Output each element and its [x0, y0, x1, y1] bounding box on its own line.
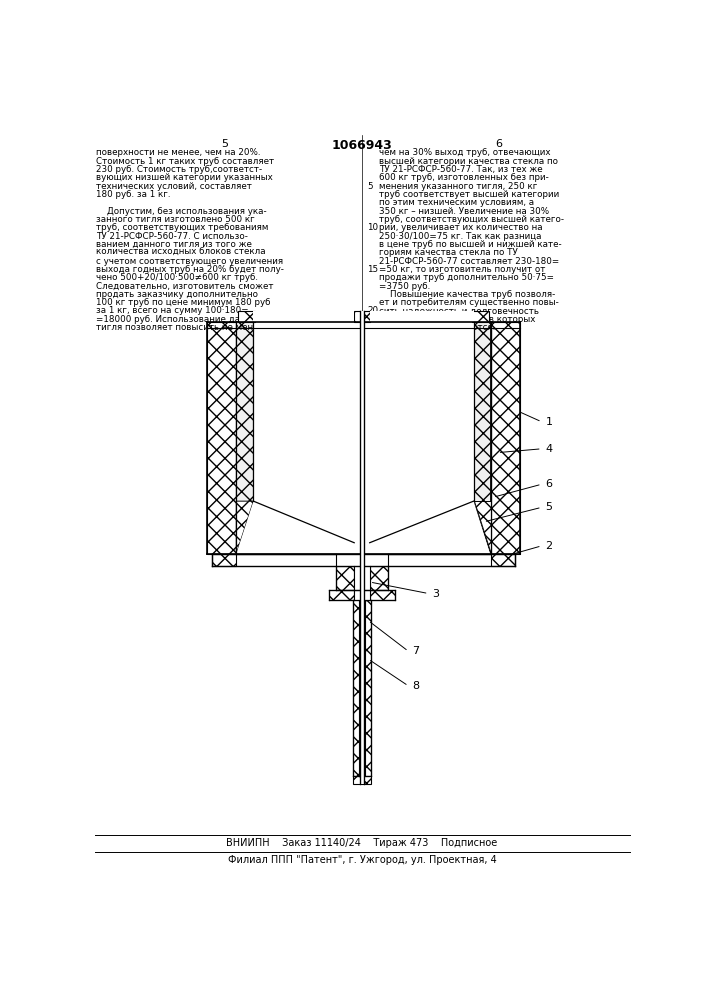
- Bar: [365, 600, 371, 776]
- Bar: [359, 600, 365, 776]
- Polygon shape: [337, 566, 354, 590]
- Text: вующих низшей категории указанных: вующих низшей категории указанных: [96, 173, 273, 182]
- Text: Следовательно, изготовитель сможет: Следовательно, изготовитель сможет: [96, 282, 274, 291]
- Text: высшей категории качества стекла по: высшей категории качества стекла по: [379, 157, 558, 166]
- Text: поверхности не менее, чем на 20%.: поверхности не менее, чем на 20%.: [96, 148, 261, 157]
- Bar: [353, 600, 359, 776]
- Bar: [354, 311, 370, 322]
- Bar: [353, 776, 371, 784]
- Text: продать заказчику дополнительно: продать заказчику дополнительно: [96, 290, 258, 299]
- Text: технических условий, составляет: технических условий, составляет: [96, 182, 252, 191]
- Text: 6: 6: [496, 139, 503, 149]
- Polygon shape: [474, 501, 491, 554]
- Text: 6: 6: [546, 479, 553, 489]
- Text: Стоимость 1 кг таких труб составляет: Стоимость 1 кг таких труб составляет: [96, 157, 274, 166]
- Text: 21-РСФСР-560-77 составляет 230-180=: 21-РСФСР-560-77 составляет 230-180=: [379, 257, 559, 266]
- Text: гориям качества стекла по ТУ: гориям качества стекла по ТУ: [379, 248, 518, 257]
- Bar: [238, 311, 255, 322]
- Text: эти трубы используются.: эти трубы используются.: [379, 323, 496, 332]
- Text: чем на 30% выход труб, отвечающих: чем на 30% выход труб, отвечающих: [379, 148, 551, 157]
- Bar: [370, 311, 474, 322]
- Polygon shape: [329, 590, 354, 600]
- Text: 4: 4: [546, 444, 553, 454]
- Text: 5: 5: [221, 139, 228, 149]
- Text: =18000 руб. Использование данного: =18000 руб. Использование данного: [96, 315, 267, 324]
- Text: 7: 7: [412, 646, 419, 656]
- Text: =3750 руб.: =3750 руб.: [379, 282, 431, 291]
- Text: Филиал ППП "Патент", г. Ужгород, ул. Проектная, 4: Филиал ППП "Патент", г. Ужгород, ул. Про…: [228, 855, 496, 865]
- Bar: [354, 566, 370, 590]
- Bar: [253, 322, 474, 501]
- Bar: [472, 311, 489, 322]
- Bar: [337, 554, 387, 566]
- Text: 2: 2: [546, 541, 553, 551]
- Text: 350 кг – низшей. Увеличение на 30%: 350 кг – низшей. Увеличение на 30%: [379, 207, 549, 216]
- Polygon shape: [491, 554, 515, 566]
- Text: ТУ 21-РСФСР-560-77. Так, из тех же: ТУ 21-РСФСР-560-77. Так, из тех же: [379, 165, 543, 174]
- Polygon shape: [236, 501, 354, 554]
- Text: 20: 20: [368, 306, 378, 315]
- Bar: [354, 590, 370, 600]
- Text: ет и потребителям существенно повы-: ет и потребителям существенно повы-: [379, 298, 559, 307]
- Polygon shape: [253, 501, 474, 543]
- Text: тигля позволяет повысить не менее: тигля позволяет повысить не менее: [96, 323, 264, 332]
- Text: выхода годных труб на 20% будет полу-: выхода годных труб на 20% будет полу-: [96, 265, 284, 274]
- Polygon shape: [370, 566, 387, 590]
- Text: рии, увеличивает их количество на: рии, увеличивает их количество на: [379, 223, 543, 232]
- Polygon shape: [370, 501, 491, 554]
- Text: чено 500+20/100·500≠600 кг труб.: чено 500+20/100·500≠600 кг труб.: [96, 273, 258, 282]
- Text: ванием данного тигля из того же: ванием данного тигля из того же: [96, 240, 252, 249]
- Bar: [236, 322, 491, 328]
- Bar: [253, 311, 354, 322]
- Text: 1: 1: [546, 417, 553, 427]
- Polygon shape: [236, 501, 253, 554]
- Polygon shape: [474, 322, 491, 554]
- Text: 5: 5: [368, 182, 373, 191]
- Text: ТУ 21-РСФСР-560-77. С использо-: ТУ 21-РСФСР-560-77. С использо-: [96, 232, 248, 241]
- Polygon shape: [211, 554, 235, 566]
- Text: количества исходных блоков стекла: количества исходных блоков стекла: [96, 248, 266, 257]
- Text: 15: 15: [368, 265, 378, 274]
- Polygon shape: [236, 322, 253, 554]
- Text: 3: 3: [433, 589, 440, 599]
- Text: ВНИИПН    Заказ 11140/24    Тираж 473    Подписное: ВНИИПН Заказ 11140/24 Тираж 473 Подписно…: [226, 838, 498, 848]
- Text: продажи труб дополнительно 50·75=: продажи труб дополнительно 50·75=: [379, 273, 554, 282]
- Text: за 1 кг, всего на сумму 100·180=: за 1 кг, всего на сумму 100·180=: [96, 306, 249, 315]
- Text: в цене труб по высшей и нижшей кате-: в цене труб по высшей и нижшей кате-: [379, 240, 561, 249]
- Text: менения указанного тигля, 250 кг: менения указанного тигля, 250 кг: [379, 182, 537, 191]
- Text: труб, соответствующих высшей катего-: труб, соответствующих высшей катего-: [379, 215, 564, 224]
- Text: труб, соответствующих требованиям: труб, соответствующих требованиям: [96, 223, 269, 232]
- Text: 250·30/100=75 кг. Так как разница: 250·30/100=75 кг. Так как разница: [379, 232, 542, 241]
- Text: занного тигля изготовлено 500 кг: занного тигля изготовлено 500 кг: [96, 215, 255, 224]
- Polygon shape: [370, 590, 395, 600]
- Text: 10: 10: [368, 223, 378, 232]
- Text: Допустим, без использования ука-: Допустим, без использования ука-: [96, 207, 267, 216]
- Bar: [360, 311, 364, 784]
- Text: 600 кг труб, изготовленных без при-: 600 кг труб, изготовленных без при-: [379, 173, 549, 182]
- Text: 180 руб. за 1 кг.: 180 руб. за 1 кг.: [96, 190, 170, 199]
- Text: по этим техническим условиям, а: по этим техническим условиям, а: [379, 198, 534, 207]
- Text: труб соответствует высшей категории: труб соответствует высшей категории: [379, 190, 559, 199]
- Text: сить надежность и долговечность: сить надежность и долговечность: [379, 306, 539, 315]
- Polygon shape: [207, 322, 236, 554]
- Text: с учетом соответствующего увеличения: с учетом соответствующего увеличения: [96, 257, 284, 266]
- Text: 1066943: 1066943: [332, 139, 392, 152]
- Text: 100 кг труб по цене минимум 180 руб: 100 кг труб по цене минимум 180 руб: [96, 298, 271, 307]
- Text: =50 кг, то изготовитель получит от: =50 кг, то изготовитель получит от: [379, 265, 545, 274]
- Text: установок, и приборов, в которых: установок, и приборов, в которых: [379, 315, 535, 324]
- Polygon shape: [491, 322, 520, 554]
- Text: 5: 5: [546, 502, 553, 512]
- Text: 230 руб. Стоимость труб,соответст-: 230 руб. Стоимость труб,соответст-: [96, 165, 262, 174]
- Text: 8: 8: [412, 681, 419, 691]
- Text: Повышение качества труб позволя-: Повышение качества труб позволя-: [379, 290, 555, 299]
